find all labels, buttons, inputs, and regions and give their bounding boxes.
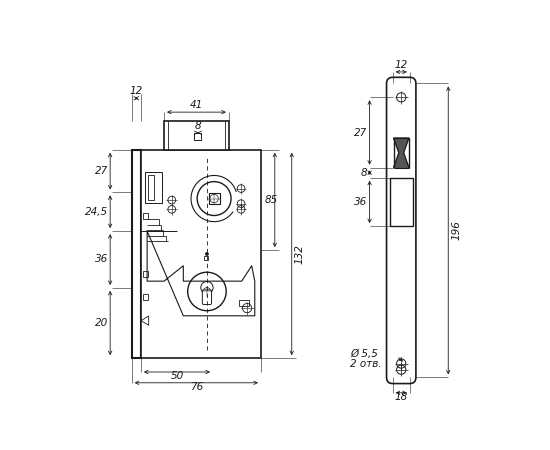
Text: 36: 36 xyxy=(95,255,108,265)
FancyBboxPatch shape xyxy=(387,77,416,383)
Text: 2 отв.: 2 отв. xyxy=(350,359,382,369)
Text: 12: 12 xyxy=(394,59,408,70)
Bar xyxy=(389,178,413,226)
Bar xyxy=(195,133,201,140)
Text: 12: 12 xyxy=(130,86,143,96)
Bar xyxy=(132,150,141,358)
Text: 8: 8 xyxy=(195,121,201,131)
Text: 76: 76 xyxy=(190,382,203,392)
Text: 24,5: 24,5 xyxy=(85,207,108,217)
Bar xyxy=(144,213,148,219)
Text: 41: 41 xyxy=(190,100,203,110)
Polygon shape xyxy=(394,138,409,168)
Text: 50: 50 xyxy=(170,371,184,381)
Text: 8: 8 xyxy=(361,168,367,178)
Text: Ø 5,5: Ø 5,5 xyxy=(350,349,378,359)
Bar xyxy=(239,300,249,306)
Bar xyxy=(164,122,229,150)
Text: 85: 85 xyxy=(265,195,278,205)
Text: 27: 27 xyxy=(354,127,367,138)
Bar xyxy=(144,294,148,301)
Text: 36: 36 xyxy=(354,197,367,207)
Bar xyxy=(209,193,219,204)
Text: 18: 18 xyxy=(394,392,408,402)
Text: 27: 27 xyxy=(95,166,108,176)
Text: 132: 132 xyxy=(295,244,305,264)
FancyBboxPatch shape xyxy=(202,290,212,305)
Text: 196: 196 xyxy=(452,220,461,240)
Bar xyxy=(145,172,162,203)
Polygon shape xyxy=(141,316,149,325)
Bar xyxy=(144,271,148,277)
Bar xyxy=(141,150,261,358)
Bar xyxy=(148,176,154,200)
Text: 20: 20 xyxy=(95,318,108,328)
Circle shape xyxy=(205,252,208,256)
Bar xyxy=(204,256,208,260)
